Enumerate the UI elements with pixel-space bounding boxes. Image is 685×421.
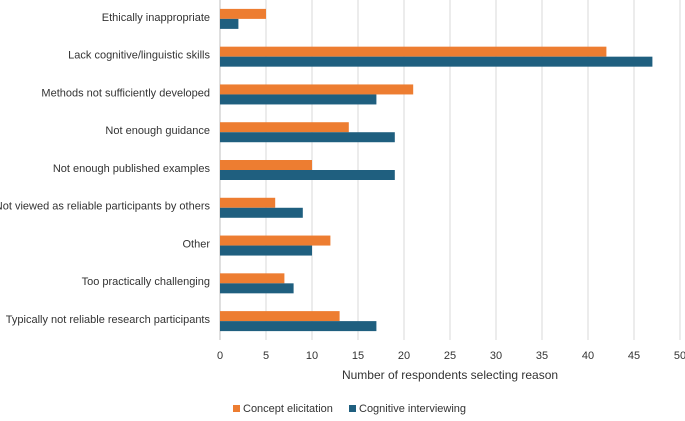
y-tick-label: Ethically inappropriate [102, 12, 210, 24]
bar [220, 132, 395, 143]
legend-swatch [233, 405, 240, 412]
x-tick-label: 30 [490, 350, 502, 362]
x-tick-label: 25 [444, 350, 456, 362]
bar [220, 46, 607, 57]
x-tick-label: 50 [674, 350, 685, 362]
bar [220, 18, 239, 29]
y-tick-label: Lack cognitive/linguistic skills [68, 50, 210, 62]
y-tick-label: Too practically challenging [82, 276, 210, 288]
legend-swatch [349, 405, 356, 412]
x-tick-label: 20 [398, 350, 410, 362]
bar [220, 197, 276, 208]
y-tick-label: Typically not reliable research particip… [6, 314, 211, 326]
x-tick-label: 45 [628, 350, 640, 362]
x-tick-label: 15 [352, 350, 364, 362]
bar [220, 122, 349, 133]
bar [220, 170, 395, 180]
y-tick-label: Not viewed as reliable participants by o… [0, 201, 210, 213]
y-tick-label: Not enough published examples [53, 163, 211, 175]
x-axis-title: Number of respondents selecting reason [342, 368, 558, 382]
x-tick-label: 5 [263, 350, 269, 362]
bar [220, 8, 266, 19]
y-tick-label: Other [182, 238, 210, 250]
x-tick-label: 35 [536, 350, 548, 362]
bar [220, 94, 377, 105]
y-tick-label: Not enough guidance [105, 125, 210, 137]
bar [220, 245, 312, 256]
bar [220, 273, 285, 284]
x-tick-label: 0 [217, 350, 223, 362]
x-tick-label: 40 [582, 350, 594, 362]
legend-label: Concept elicitation [243, 403, 333, 415]
y-tick-label: Methods not sufficiently developed [41, 87, 210, 99]
legend-label: Cognitive interviewing [359, 403, 466, 415]
bar [220, 207, 303, 218]
bar [220, 283, 294, 294]
x-tick-label: 10 [306, 350, 318, 362]
bar [220, 235, 331, 246]
bar [220, 56, 653, 67]
bar [220, 160, 312, 170]
bar [220, 321, 377, 332]
bar [220, 84, 414, 95]
bar [220, 311, 340, 322]
